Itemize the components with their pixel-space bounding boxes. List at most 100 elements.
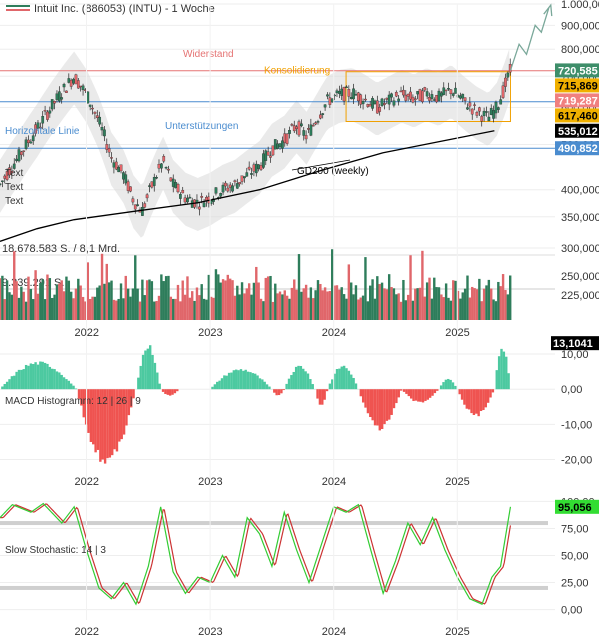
candle-body bbox=[100, 127, 104, 131]
volume-bar bbox=[473, 288, 476, 320]
candle-body bbox=[323, 104, 327, 108]
candle-body bbox=[404, 94, 408, 101]
macd-bar bbox=[463, 389, 466, 405]
macd-panel: 10,00 0,00 -10,00 -20,00 MACD Histogramm: 12… bbox=[0, 336, 599, 466]
year-label-bottom: 2022 bbox=[75, 626, 99, 638]
candle-body bbox=[76, 80, 80, 89]
volume-bar bbox=[250, 294, 253, 320]
volume-bar bbox=[179, 301, 182, 320]
candles bbox=[0, 58, 512, 216]
volume-bar bbox=[404, 300, 407, 320]
candle-body bbox=[494, 101, 498, 114]
candle-body bbox=[442, 87, 446, 95]
macd-bar bbox=[467, 389, 471, 410]
candle-body bbox=[473, 104, 476, 106]
volume-bar bbox=[319, 283, 322, 320]
candle-body bbox=[349, 96, 353, 99]
macd-bar bbox=[62, 377, 66, 390]
candle-body bbox=[200, 196, 204, 198]
macd-bar bbox=[82, 389, 85, 418]
volume-bar bbox=[138, 301, 142, 320]
macd-bar bbox=[340, 366, 343, 390]
volume-bar bbox=[176, 284, 180, 320]
candle-body bbox=[214, 187, 218, 194]
candle-body bbox=[24, 139, 28, 149]
year-label-top: 2023 bbox=[198, 327, 222, 339]
volume-bar bbox=[252, 282, 256, 320]
volume-bar bbox=[224, 280, 227, 320]
macd-bar bbox=[13, 375, 16, 390]
candle-body bbox=[122, 172, 125, 180]
macd-bar bbox=[239, 369, 243, 390]
volume-bar bbox=[153, 301, 156, 320]
macd-bar bbox=[161, 389, 165, 392]
macd-bar bbox=[421, 389, 425, 403]
volume-bar bbox=[288, 298, 291, 320]
annotation-gd200: GD200 (weekly) bbox=[297, 166, 369, 177]
candle-body bbox=[326, 94, 329, 97]
macd-bar bbox=[173, 389, 177, 394]
year-label-top: 2024 bbox=[322, 327, 346, 339]
candle-body bbox=[295, 126, 298, 129]
candle-body bbox=[259, 165, 263, 170]
macd-bar bbox=[342, 365, 346, 390]
candle-body bbox=[98, 116, 102, 125]
volume-bar bbox=[350, 282, 353, 320]
candle-body bbox=[257, 164, 261, 169]
candle-body bbox=[219, 193, 223, 197]
volume-bar bbox=[314, 290, 317, 320]
macd-bar bbox=[164, 389, 167, 394]
candle-body bbox=[79, 85, 83, 88]
candle-body bbox=[281, 140, 284, 149]
macd-bar bbox=[118, 389, 121, 442]
volume-bar bbox=[51, 297, 54, 320]
volume-bar bbox=[228, 278, 232, 320]
macd-bar bbox=[24, 364, 28, 390]
macd-bar bbox=[148, 345, 152, 390]
candle-body bbox=[186, 197, 189, 203]
price-label-box bbox=[555, 141, 599, 156]
volume-bar bbox=[414, 288, 417, 320]
macd-bar bbox=[497, 356, 501, 390]
macd-bar bbox=[256, 375, 259, 390]
candle-body bbox=[126, 181, 130, 191]
volume-bar bbox=[376, 276, 379, 320]
macd-bar bbox=[345, 368, 348, 390]
macd-bar bbox=[158, 383, 161, 390]
candle-body bbox=[228, 184, 232, 188]
candle-body bbox=[283, 133, 287, 143]
volume-bar bbox=[100, 253, 104, 320]
macd-bar bbox=[111, 389, 114, 456]
candle-body bbox=[95, 115, 99, 119]
volume-bar bbox=[264, 277, 267, 320]
candle-body bbox=[371, 98, 374, 109]
macd-bar bbox=[347, 370, 351, 390]
macd-bar bbox=[5, 381, 9, 390]
time-axis: 2022 2022 2022 2023 2023 2023 2024 2024 2024 2025… bbox=[75, 4, 470, 638]
macd-bar bbox=[333, 373, 336, 390]
candle-body bbox=[50, 99, 54, 110]
macd-bar bbox=[80, 389, 83, 406]
candle-body bbox=[413, 98, 417, 101]
volume-bar bbox=[238, 294, 241, 320]
candle-body bbox=[345, 86, 348, 89]
candle-body bbox=[319, 114, 322, 119]
candle-body bbox=[499, 99, 503, 105]
volume-bar bbox=[274, 283, 277, 320]
price-tick-label: 900,000 bbox=[561, 20, 599, 32]
candle-body bbox=[231, 185, 234, 192]
candle-body bbox=[74, 74, 78, 85]
volume-bar bbox=[354, 285, 358, 320]
candle-body bbox=[288, 130, 291, 134]
macd-bar bbox=[465, 389, 468, 409]
candle-body bbox=[0, 183, 2, 185]
volume-bar bbox=[440, 294, 443, 320]
annotation-horizontal-line: Horizontale Linie bbox=[5, 126, 80, 137]
volume-bar bbox=[110, 280, 113, 320]
candle-body bbox=[179, 194, 182, 199]
candle-body bbox=[307, 128, 310, 130]
candle-body bbox=[454, 87, 457, 94]
macd-bar bbox=[263, 381, 266, 390]
annotation-text: Text bbox=[5, 196, 24, 207]
macd-bar bbox=[153, 362, 157, 390]
